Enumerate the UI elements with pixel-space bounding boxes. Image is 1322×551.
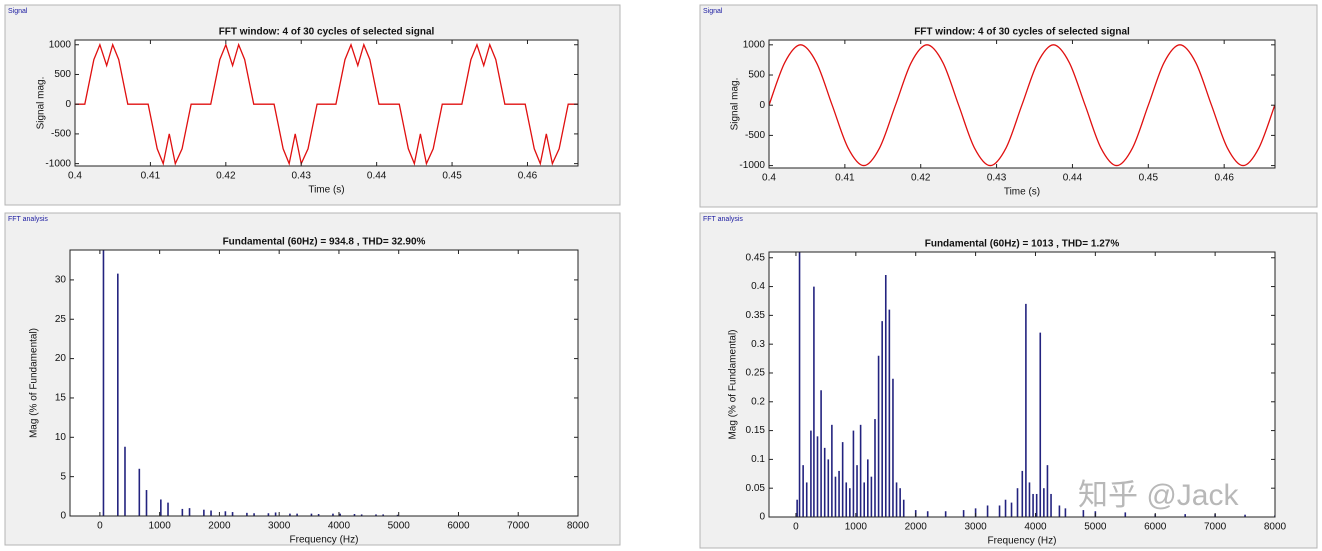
y-axis-label: Signal mag. [36, 77, 47, 130]
x-tick-label: 0.46 [1214, 173, 1234, 184]
x-tick-label: 0.44 [367, 171, 387, 182]
x-tick-label: 1000 [845, 522, 868, 533]
y-tick-label: 0 [759, 100, 765, 111]
plot [102, 250, 399, 516]
x-tick-label: 0 [793, 522, 799, 533]
plot [769, 44, 1275, 167]
x-tick-label: 7000 [507, 521, 530, 532]
x-tick-label: 0.44 [1063, 173, 1083, 184]
y-tick-label: 0.3 [751, 339, 765, 350]
y-tick-label: 0.05 [746, 483, 766, 494]
x-tick-label: 2000 [208, 521, 231, 532]
x-tick-label: 3000 [268, 521, 291, 532]
y-tick-label: 5 [60, 471, 66, 482]
panel-label: Signal [703, 8, 723, 15]
chart-title: Fundamental (60Hz) = 934.8 , THD= 32.90% [223, 237, 426, 248]
panel-label: FFT analysis [8, 216, 48, 223]
x-axis-label: Frequency (Hz) [988, 536, 1057, 547]
y-tick-label: 0.1 [751, 454, 765, 465]
y-tick-label: 0.35 [746, 310, 766, 321]
y-tick-label: 20 [55, 353, 67, 364]
x-tick-label: 3000 [964, 522, 987, 533]
x-tick-label: 0.43 [292, 171, 312, 182]
x-tick-label: 6000 [1144, 522, 1167, 533]
y-tick-label: -1000 [45, 158, 71, 169]
y-axis-label: Mag (% of Fundamental) [728, 329, 739, 439]
y-tick-label: 30 [55, 275, 67, 286]
y-tick-label: -500 [51, 129, 71, 140]
y-tick-label: 25 [55, 314, 67, 325]
chart-title: FFT window: 4 of 30 cycles of selected s… [914, 27, 1130, 38]
plot-area [70, 250, 578, 516]
x-axis-label: Time (s) [1004, 187, 1040, 198]
x-tick-label: 2000 [905, 522, 928, 533]
axes-box [74, 39, 579, 167]
axes-box [768, 251, 1276, 518]
x-tick-label: 0.45 [1139, 173, 1159, 184]
plot [75, 42, 578, 166]
panel-label: FFT analysis [703, 216, 743, 223]
x-tick-label: 0.41 [835, 173, 855, 184]
x-tick-label: 0.41 [141, 171, 161, 182]
x-axis-label: Frequency (Hz) [290, 535, 359, 546]
x-tick-label: 4000 [328, 521, 351, 532]
x-tick-label: 4000 [1024, 522, 1047, 533]
chart-title: FFT window: 4 of 30 cycles of selected s… [219, 27, 435, 38]
y-tick-label: 0.15 [746, 425, 766, 436]
panel-label: Signal [8, 8, 28, 15]
x-tick-label: 6000 [447, 521, 470, 532]
x-tick-label: 0.45 [442, 171, 462, 182]
plot [796, 252, 1275, 517]
plot-area [75, 40, 578, 166]
x-tick-label: 8000 [1264, 522, 1287, 533]
y-tick-label: 0 [60, 511, 66, 522]
y-tick-label: -1000 [739, 160, 765, 171]
y-tick-label: 0 [759, 512, 765, 523]
y-tick-label: 500 [54, 69, 71, 80]
signal-line [769, 44, 1275, 167]
x-axis-label: Time (s) [308, 185, 344, 196]
y-tick-label: 500 [748, 70, 765, 81]
x-tick-label: 0.42 [216, 171, 236, 182]
x-tick-label: 8000 [567, 521, 590, 532]
x-tick-label: 0.42 [911, 173, 931, 184]
x-tick-label: 0.46 [518, 171, 538, 182]
x-tick-label: 0 [97, 521, 103, 532]
x-tick-label: 0.4 [762, 173, 776, 184]
axes-box [69, 249, 579, 517]
y-tick-label: 0 [65, 99, 71, 110]
y-tick-label: -500 [745, 130, 765, 141]
y-tick-label: 0.4 [751, 281, 765, 292]
y-tick-label: 1000 [743, 39, 766, 50]
watermark: 知乎 @Jack [1078, 479, 1239, 512]
signal-line [75, 42, 578, 166]
y-tick-label: 0.2 [751, 396, 765, 407]
y-tick-label: 0.45 [746, 252, 766, 263]
y-tick-label: 1000 [49, 39, 72, 50]
x-tick-label: 5000 [388, 521, 411, 532]
chart-title: Fundamental (60Hz) = 1013 , THD= 1.27% [925, 239, 1120, 250]
x-tick-label: 0.43 [987, 173, 1007, 184]
x-tick-label: 0.4 [68, 171, 82, 182]
x-tick-label: 5000 [1084, 522, 1107, 533]
y-tick-label: 0.25 [746, 368, 766, 379]
y-tick-label: 15 [55, 393, 67, 404]
y-tick-label: 10 [55, 432, 67, 443]
axes-box [768, 39, 1276, 169]
y-axis-label: Mag (% of Fundamental) [29, 328, 40, 438]
x-tick-label: 7000 [1204, 522, 1227, 533]
y-axis-label: Signal mag. [730, 78, 741, 131]
x-tick-label: 1000 [149, 521, 172, 532]
